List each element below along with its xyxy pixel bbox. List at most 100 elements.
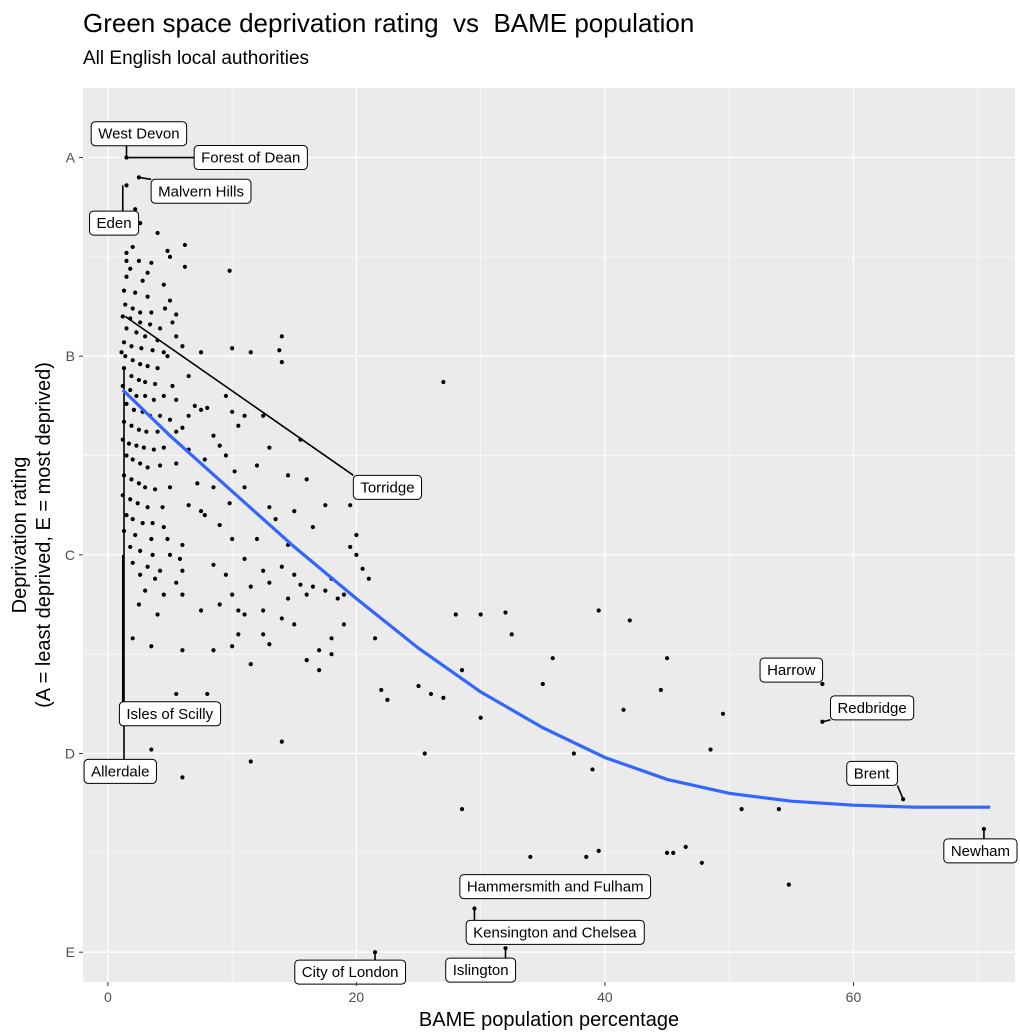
data-point xyxy=(174,334,179,339)
data-point xyxy=(596,608,601,613)
data-point xyxy=(134,393,139,399)
data-point xyxy=(230,536,235,542)
axes: 0 20 40 60 A B C D E BAME population percentage De… xyxy=(9,150,861,1031)
data-point xyxy=(133,290,138,295)
data-point xyxy=(211,648,216,653)
data-point xyxy=(323,503,328,508)
data-point xyxy=(143,334,148,339)
data-point xyxy=(310,524,315,530)
data-point xyxy=(428,691,434,697)
data-point xyxy=(267,580,272,585)
data-point xyxy=(161,393,166,399)
data-point xyxy=(124,258,129,263)
data-point xyxy=(152,576,158,581)
data-point xyxy=(152,487,158,492)
data-point xyxy=(292,622,297,627)
data-point xyxy=(121,366,127,371)
data-point xyxy=(167,417,173,422)
data-point xyxy=(161,350,166,355)
data-point xyxy=(120,314,125,319)
data-point xyxy=(267,642,272,647)
data-point xyxy=(151,397,156,403)
data-point xyxy=(664,656,670,661)
point-label-text: Hammersmith and Fulham xyxy=(467,879,644,896)
data-point xyxy=(441,695,446,701)
point-label: Newham xyxy=(943,838,1018,864)
y-axis-title-line: (A = least deprived, E = most deprived) xyxy=(33,362,55,708)
chart-title: Green space deprivation rating vs BAME p… xyxy=(83,8,695,38)
label-leader-line xyxy=(124,315,354,476)
data-point xyxy=(621,707,626,712)
data-point xyxy=(151,447,156,452)
data-point xyxy=(124,155,129,160)
data-point xyxy=(720,711,726,716)
data-point xyxy=(227,268,232,273)
data-point xyxy=(230,592,235,597)
data-point xyxy=(119,350,124,355)
data-point xyxy=(145,465,150,470)
data-point xyxy=(144,429,149,434)
data-point xyxy=(128,387,133,393)
data-point xyxy=(130,306,135,311)
data-point xyxy=(292,572,297,577)
data-point xyxy=(242,413,247,418)
data-point xyxy=(372,636,378,641)
data-point xyxy=(236,423,241,428)
data-point xyxy=(198,608,204,613)
data-point xyxy=(202,513,207,518)
data-point xyxy=(129,373,134,379)
data-point xyxy=(277,348,282,353)
data-point xyxy=(157,463,163,468)
data-point xyxy=(195,481,200,486)
data-point xyxy=(157,568,163,573)
data-point xyxy=(120,437,125,442)
data-point xyxy=(198,509,204,514)
data-point xyxy=(170,320,175,325)
data-point xyxy=(453,612,458,617)
data-point xyxy=(503,946,508,951)
data-point xyxy=(279,616,284,621)
data-point xyxy=(205,405,210,410)
data-point xyxy=(182,264,187,269)
data-point xyxy=(141,445,146,450)
data-point xyxy=(211,485,216,490)
data-point xyxy=(459,807,465,812)
data-point xyxy=(981,826,987,832)
data-point xyxy=(261,568,266,573)
data-point xyxy=(129,477,134,482)
data-point xyxy=(335,596,340,601)
data-point xyxy=(230,409,235,414)
x-tick-label: 60 xyxy=(846,989,862,1005)
data-point xyxy=(739,807,744,812)
data-point xyxy=(341,622,347,627)
data-point xyxy=(360,566,365,571)
data-point xyxy=(136,427,142,432)
point-label-text: Isles of Scilly xyxy=(126,706,213,723)
data-point xyxy=(123,354,128,359)
point-label: Malvern Hills xyxy=(150,178,252,204)
data-point xyxy=(550,656,555,661)
data-point xyxy=(155,366,160,371)
data-point xyxy=(820,719,825,724)
data-point xyxy=(143,393,148,399)
data-point xyxy=(124,401,129,406)
data-point xyxy=(217,443,222,448)
data-point xyxy=(129,344,134,349)
data-point xyxy=(658,687,663,693)
data-point xyxy=(205,691,210,697)
data-point xyxy=(155,612,160,617)
data-point xyxy=(180,568,185,573)
data-point xyxy=(170,383,175,389)
data-point xyxy=(180,542,185,548)
data-point xyxy=(248,662,253,667)
data-point xyxy=(242,485,247,490)
point-label-text: Newham xyxy=(951,843,1010,860)
data-point xyxy=(138,320,143,325)
data-point xyxy=(441,379,446,385)
data-point xyxy=(298,582,303,587)
data-point xyxy=(120,383,125,389)
data-point xyxy=(152,381,158,387)
data-point xyxy=(121,288,127,293)
data-point xyxy=(329,636,334,641)
